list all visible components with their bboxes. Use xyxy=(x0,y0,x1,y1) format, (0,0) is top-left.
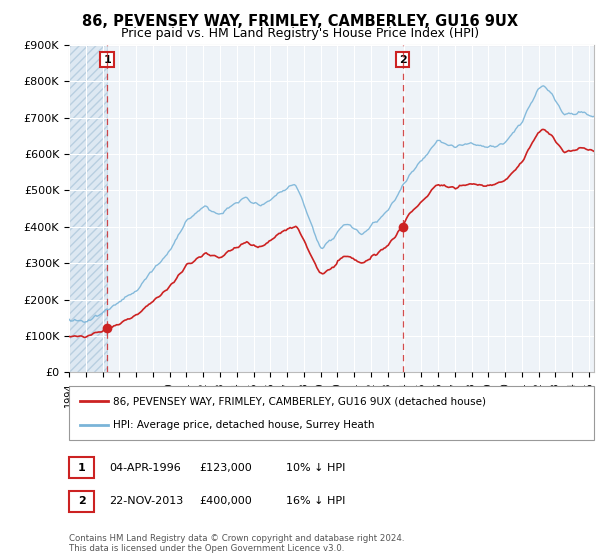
Text: £123,000: £123,000 xyxy=(199,463,252,473)
Text: 22-NOV-2013: 22-NOV-2013 xyxy=(109,496,184,506)
Text: 1: 1 xyxy=(78,463,85,473)
Text: 2: 2 xyxy=(399,54,407,64)
Text: £400,000: £400,000 xyxy=(199,496,252,506)
Text: HPI: Average price, detached house, Surrey Heath: HPI: Average price, detached house, Surr… xyxy=(113,419,374,430)
Text: 04-APR-1996: 04-APR-1996 xyxy=(109,463,181,473)
Text: 86, PEVENSEY WAY, FRIMLEY, CAMBERLEY, GU16 9UX (detached house): 86, PEVENSEY WAY, FRIMLEY, CAMBERLEY, GU… xyxy=(113,396,486,407)
Text: 86, PEVENSEY WAY, FRIMLEY, CAMBERLEY, GU16 9UX: 86, PEVENSEY WAY, FRIMLEY, CAMBERLEY, GU… xyxy=(82,14,518,29)
Bar xyxy=(69,45,107,372)
Text: 10% ↓ HPI: 10% ↓ HPI xyxy=(286,463,346,473)
Text: Contains HM Land Registry data © Crown copyright and database right 2024.
This d: Contains HM Land Registry data © Crown c… xyxy=(69,534,404,553)
Text: 2: 2 xyxy=(78,496,85,506)
Text: Price paid vs. HM Land Registry's House Price Index (HPI): Price paid vs. HM Land Registry's House … xyxy=(121,27,479,40)
Text: 16% ↓ HPI: 16% ↓ HPI xyxy=(286,496,346,506)
Text: 1: 1 xyxy=(103,54,111,64)
